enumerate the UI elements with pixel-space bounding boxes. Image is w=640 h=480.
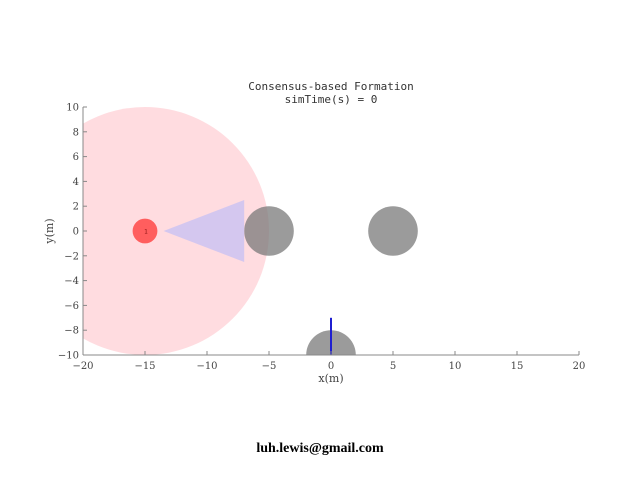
plot-clip-group: 1 — [83, 107, 418, 355]
y-tick-label: 6 — [73, 152, 79, 163]
y-tick-label: 8 — [73, 127, 79, 138]
agent-marker — [132, 218, 158, 244]
plot-area: 1 — [83, 107, 418, 355]
x-tick-label: 5 — [390, 361, 396, 372]
email-watermark: luh.lewis@gmail.com — [256, 441, 384, 456]
y-tick-label: 4 — [73, 177, 79, 188]
field-of-view-cone — [163, 200, 245, 262]
x-tick-label: −10 — [196, 361, 217, 372]
chart-subtitle: simTime(s) = 0 — [285, 93, 378, 106]
x-tick-label: −20 — [72, 361, 93, 372]
x-axis-label: x(m) — [318, 372, 343, 385]
agent-label: 1 — [144, 229, 148, 236]
y-tick-label: −10 — [58, 351, 79, 362]
obstacle-1 — [244, 206, 294, 256]
x-tick-label: 0 — [328, 361, 334, 372]
y-tick-label: −6 — [64, 301, 79, 312]
obstacle-2 — [368, 206, 418, 256]
y-tick-label: −2 — [64, 251, 79, 262]
x-tick-label: 10 — [449, 361, 462, 372]
y-tick-label: −8 — [64, 326, 79, 337]
y-axis-label: y(m) — [43, 218, 56, 244]
y-tick-label: 2 — [73, 202, 79, 213]
y-tick-label: 10 — [66, 103, 79, 114]
y-tick-label: −4 — [64, 276, 79, 287]
chart-title: Consensus-based Formation — [248, 80, 414, 93]
x-tick-label: 15 — [511, 361, 524, 372]
x-tick-label: 20 — [573, 361, 586, 372]
x-tick-label: −15 — [134, 361, 155, 372]
y-tick-label: 0 — [73, 227, 79, 238]
x-tick-label: −5 — [262, 361, 277, 372]
